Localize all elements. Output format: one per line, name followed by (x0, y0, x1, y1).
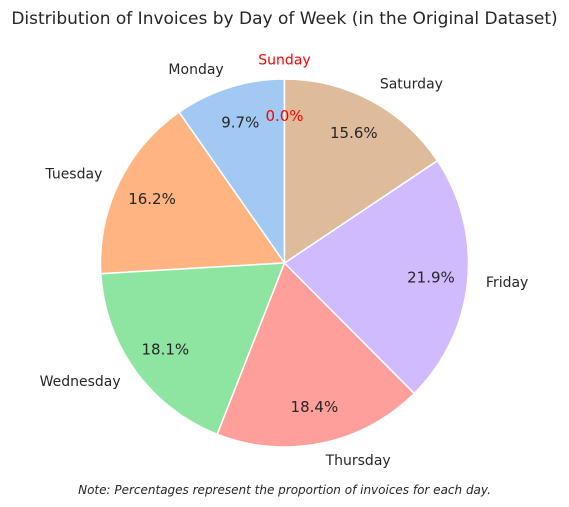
pie-slice-monday (178, 78, 286, 264)
chart-title: Distribution of Invoices by Day of Week … (11, 9, 557, 29)
category-label-sunday: Sunday (258, 53, 310, 69)
percentage-label-sunday: 0.0% (265, 107, 303, 125)
category-label-wednesday: Wednesday (40, 374, 121, 390)
category-label-saturday: Saturday (380, 76, 443, 92)
percentage-label-tuesday: 16.2% (128, 190, 176, 208)
percentage-label-thursday: 18.4% (291, 398, 339, 416)
percentage-label-friday: 21.9% (407, 269, 455, 287)
pie-slice-saturday (283, 78, 439, 264)
percentage-labels: 9.7% 16.2% 18.1% 18.4% 21.9% 15.6% 0.0% (128, 107, 455, 416)
pie-slices (99, 78, 470, 448)
percentage-label-monday: 9.7% (221, 114, 259, 132)
chart-note: Note: Percentages represent the proporti… (78, 483, 491, 497)
category-label-tuesday: Tuesday (44, 167, 102, 183)
category-label-friday: Friday (486, 275, 528, 291)
percentage-label-saturday: 15.6% (330, 124, 378, 142)
category-label-monday: Monday (168, 62, 223, 78)
category-labels: Monday Tuesday Wednesday Thursday Friday Satu… (40, 53, 529, 470)
pie-slice-tuesday (99, 111, 286, 275)
percentage-label-wednesday: 18.1% (142, 340, 190, 358)
pie-slice-friday (283, 159, 470, 395)
pie-slice-thursday (216, 262, 416, 448)
category-label-thursday: Thursday (325, 453, 391, 469)
pie-slice-wednesday (100, 262, 286, 436)
